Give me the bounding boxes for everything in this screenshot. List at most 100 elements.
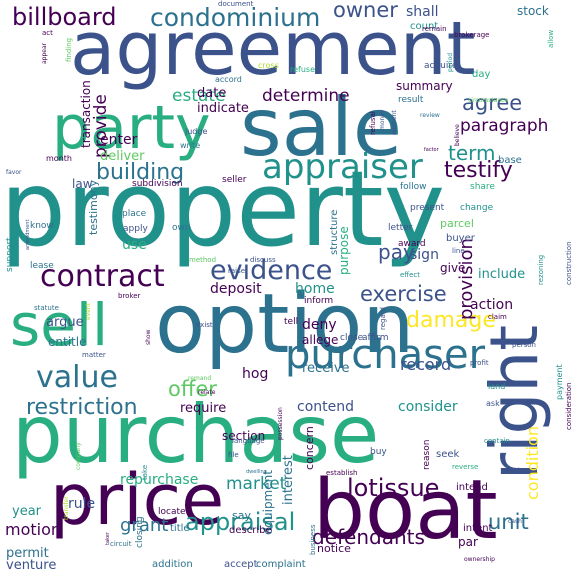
word-contend: contend [297, 399, 354, 415]
word-reverse: reverse [452, 463, 479, 471]
word-offer: offer [168, 377, 217, 401]
word-broker: broker [118, 292, 141, 300]
word-effect: effect [400, 271, 421, 279]
word-summary: summary [396, 79, 453, 93]
word-stock: stock [517, 4, 549, 18]
word-price: price [50, 459, 225, 541]
word-tell: tell [284, 317, 299, 327]
word-appear: appear [41, 42, 48, 64]
word-require: require [180, 401, 227, 416]
word-base: base [498, 155, 522, 166]
word-close: close [340, 333, 364, 343]
word-day: day [472, 69, 491, 80]
word-finding: finding [65, 37, 73, 62]
word-allow: allow [547, 29, 555, 48]
word-write: write [180, 141, 201, 150]
word-take: take [141, 464, 149, 480]
word-intend: intend [456, 482, 488, 493]
word-ask: ask [486, 399, 500, 408]
word-person: person [512, 341, 536, 349]
word-give: give [440, 261, 466, 275]
word-buyer: buyer [446, 233, 475, 244]
word-say: say [232, 509, 251, 522]
word-affirm: affirm [362, 333, 389, 343]
word-act: act [42, 29, 53, 37]
word-evidence: evidence [210, 255, 333, 286]
word-sell: sell [10, 291, 109, 359]
word-transfer: transfer [63, 496, 70, 520]
word-count: count [410, 21, 439, 32]
word-complaint: complaint [256, 559, 306, 570]
word-interest: interest [281, 455, 296, 505]
word-use: use [122, 237, 147, 253]
word-title: title [170, 523, 190, 534]
word-line: line [452, 247, 465, 255]
word-change: change [460, 203, 494, 213]
word-language: language [232, 437, 265, 445]
word-contract: contract [40, 259, 165, 294]
word-defendants: defendants [312, 525, 425, 549]
word-amendment: amendment [25, 219, 31, 250]
word-relate: relate [198, 389, 216, 396]
word-year: year [12, 504, 42, 519]
word-consideration: consideration [565, 382, 573, 431]
word-estate: estate [172, 86, 226, 106]
word-lotissue: lotissue [347, 474, 440, 502]
word-apply: apply [123, 224, 148, 234]
word-appraisal: appraisal [185, 508, 296, 536]
word-closing: closing [135, 516, 145, 548]
word-refuse: refuse [290, 65, 316, 74]
word-purchase: purchase [12, 388, 380, 481]
word-property: property [0, 148, 446, 270]
word-describe: describe [229, 525, 272, 536]
word-event: event [85, 302, 92, 320]
word-pay: pay [378, 240, 415, 264]
word-result: result [398, 95, 424, 105]
word-enter: enter [100, 132, 138, 148]
word-agreement: agreement [70, 6, 476, 92]
word-seller: seller [222, 175, 247, 185]
word-party: party [52, 93, 211, 163]
word-method: method [189, 256, 217, 264]
word-judge: judge [185, 127, 208, 136]
word-intent: intent [463, 523, 493, 534]
word-sale: sale [240, 81, 403, 174]
word-cash: cash [508, 518, 522, 525]
word-brokerage: brokerage [454, 31, 490, 39]
word-rezoning: rezoning [537, 254, 545, 285]
word-review: review [420, 112, 440, 119]
word-believe: believe [454, 124, 461, 146]
word-possession: possession [277, 407, 284, 440]
word-business: business [309, 524, 317, 555]
word-determine: determine [262, 86, 350, 106]
word-statute: statute [34, 304, 59, 312]
word-parcel: parcel [440, 217, 474, 230]
word-locate: locate [158, 507, 186, 517]
word-appraiser: appraiser [262, 147, 423, 187]
word-notice: notice [317, 542, 351, 555]
word-exercise: exercise [360, 282, 447, 306]
word-place: place [122, 209, 147, 219]
word-land: land [488, 382, 506, 391]
word-contain: contain [484, 437, 510, 445]
word-deposit: deposit [210, 281, 262, 297]
word-award: award [398, 239, 426, 249]
word-money: money [379, 109, 386, 130]
word-exist: exist [196, 321, 213, 329]
word-refusal: refusal [369, 111, 377, 135]
word-lease: lease [30, 261, 54, 271]
word-accept: accept [224, 559, 258, 570]
word-deliver: deliver [100, 149, 145, 164]
word-element: element [391, 110, 398, 135]
word-date: date [197, 86, 227, 101]
word-cross: cross [258, 61, 279, 70]
word-building: building [96, 160, 185, 185]
word-record: record [400, 355, 452, 374]
word-show: show [145, 329, 152, 345]
word-restriction: restriction [26, 395, 138, 420]
word-boat: boat [313, 463, 498, 558]
word-deny: deny [302, 317, 337, 333]
word-structure: structure [329, 209, 340, 255]
word-section: section [222, 429, 266, 443]
